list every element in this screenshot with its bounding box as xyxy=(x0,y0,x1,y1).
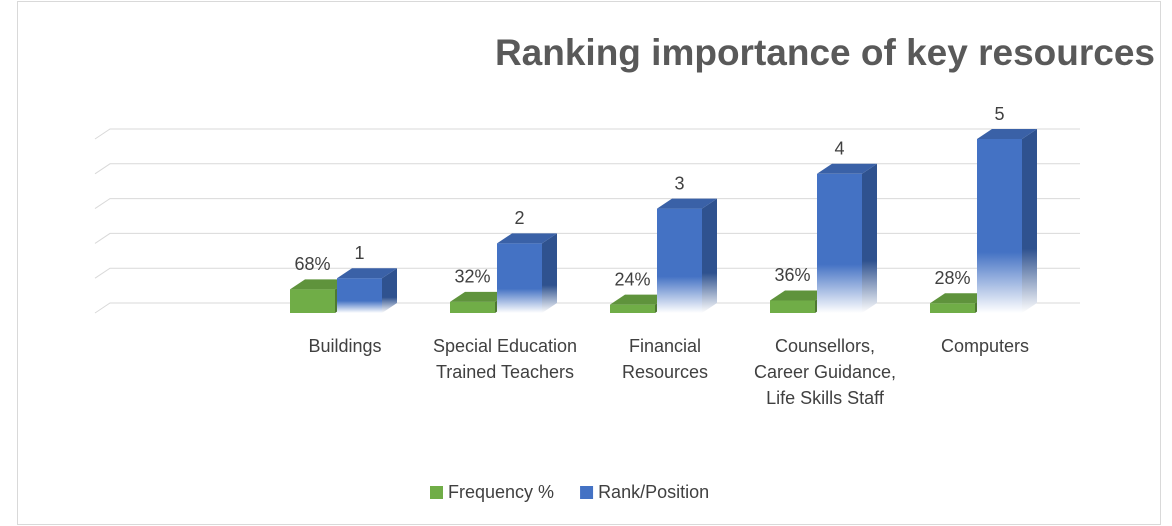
bar xyxy=(337,268,397,313)
data-label: 1 xyxy=(354,243,364,263)
bar-front xyxy=(337,278,382,313)
grid-line xyxy=(94,128,1080,140)
bar-front xyxy=(657,208,702,313)
bar-side xyxy=(702,198,717,313)
data-label: 24% xyxy=(614,269,650,289)
bar-top xyxy=(290,279,350,290)
legend-label: Frequency % xyxy=(448,482,554,502)
bar-front xyxy=(290,289,335,313)
bar-top xyxy=(817,163,877,174)
bar-side xyxy=(1022,129,1037,313)
bar-side xyxy=(382,268,397,313)
data-label: 28% xyxy=(934,268,970,288)
data-label: 2 xyxy=(514,208,524,228)
grid-line xyxy=(94,267,1080,279)
bar-top xyxy=(497,233,557,244)
data-label: 36% xyxy=(774,265,810,285)
grid-line xyxy=(94,163,1080,175)
grid-line xyxy=(94,232,1080,244)
data-label: 32% xyxy=(454,267,490,287)
bar-front xyxy=(497,243,542,313)
bar-front xyxy=(977,139,1022,313)
chart-title: Ranking importance of key resources xyxy=(495,32,1155,73)
bar xyxy=(657,198,717,313)
data-label: 4 xyxy=(834,139,844,159)
data-label: 3 xyxy=(674,173,684,193)
bar-front xyxy=(450,301,495,313)
x-tick-label: Special Education Trained Teachers xyxy=(432,336,578,382)
bar-top xyxy=(930,293,990,304)
bar xyxy=(817,163,877,313)
bar-top xyxy=(610,294,670,305)
x-tick-label: Buildings xyxy=(308,336,382,356)
x-tick-label: Counsellors, Career Guidance, Life Skill… xyxy=(753,336,897,408)
bar-top xyxy=(450,291,510,302)
grid-line xyxy=(94,302,1080,314)
bar-side xyxy=(862,163,877,313)
bar-front xyxy=(817,173,862,313)
legend-label: Rank/Position xyxy=(598,482,709,502)
bar-top xyxy=(337,268,397,279)
bar xyxy=(497,233,557,313)
bar-top xyxy=(657,198,717,209)
bar-top xyxy=(770,290,830,301)
legend-swatch xyxy=(430,486,443,499)
legend-swatch xyxy=(580,486,594,499)
bar-top xyxy=(977,129,1037,139)
data-label: 68% xyxy=(294,254,330,274)
bar-front xyxy=(610,304,655,313)
bar-front xyxy=(930,303,975,313)
data-label: 5 xyxy=(994,104,1004,124)
grid-line xyxy=(94,198,1080,210)
bar-front xyxy=(770,300,815,313)
chart-border xyxy=(17,1,1161,525)
bar-side xyxy=(542,233,557,313)
bar xyxy=(977,129,1037,313)
x-tick-label: Computers xyxy=(940,336,1030,356)
x-tick-label: Financial Resources xyxy=(621,336,709,382)
